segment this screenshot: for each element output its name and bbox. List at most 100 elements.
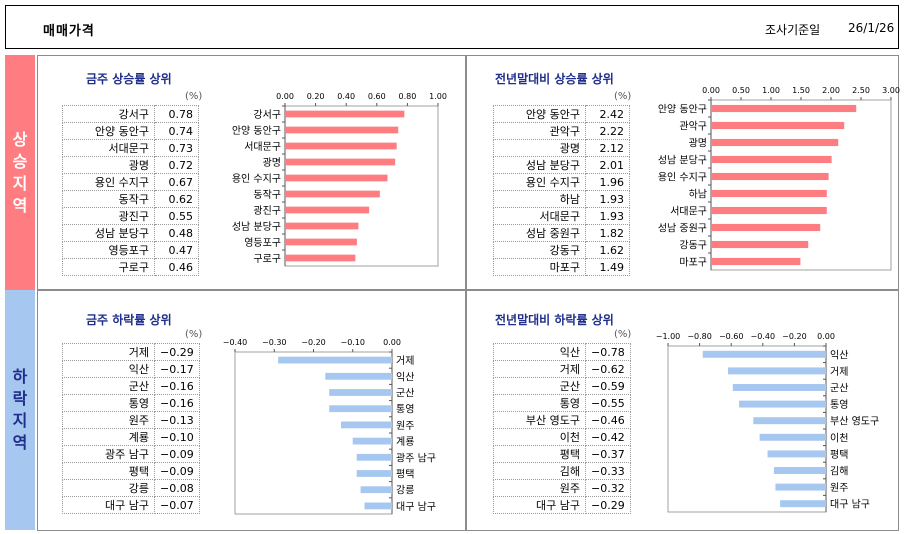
- bar: [356, 453, 392, 461]
- category-label: 광명: [263, 157, 281, 169]
- rate-value: 2.12: [585, 139, 630, 157]
- tick-label: −0.40: [751, 332, 776, 341]
- table-row: 광진구 0.55: [62, 207, 199, 225]
- rate-value: 0.72: [154, 156, 199, 174]
- region-name: 광진구: [62, 207, 155, 225]
- region-name: 용인 수지구: [493, 173, 586, 191]
- bar: [285, 222, 359, 230]
- category-label: 익산: [396, 371, 414, 383]
- region-name: 구로구: [62, 258, 155, 276]
- bar: [728, 367, 826, 375]
- category-label: 동작구: [253, 189, 281, 201]
- tick-label: −1.00: [656, 332, 681, 341]
- ytd-rise-chart: 0.00 0.50 1.00 1.50 2.00 2.50 3.00 안양 동안구관악구광명성…: [658, 86, 900, 271]
- ytd-fall-unit: (%): [614, 329, 632, 340]
- bar: [775, 483, 826, 491]
- table-row: 광주 남구 −0.09: [62, 445, 200, 463]
- region-name: 김해: [493, 462, 586, 480]
- weekly-fall-title: 금주 하락률 상위: [86, 313, 172, 327]
- ytd-rise-table: 안양 동안구 2.42 관악구 2.22 광명 2.12 성남 분당구 2.01 용인 수지구 1…: [493, 105, 630, 276]
- region-name: 군산: [62, 377, 155, 395]
- table-row: 부산 영도구 −0.46: [493, 411, 631, 429]
- side-label-char: 락: [12, 389, 28, 408]
- tick-label: −0.20: [782, 332, 807, 341]
- rate-value: 1.62: [585, 241, 630, 259]
- table-row: 용인 수지구 0.67: [62, 173, 199, 191]
- bar: [702, 350, 826, 358]
- weekly-rise-title: 금주 상승률 상위: [86, 72, 172, 86]
- bar: [285, 174, 388, 182]
- rate-value: −0.29: [154, 343, 200, 361]
- bar: [364, 502, 392, 510]
- category-label: 서대문구: [670, 206, 707, 218]
- table-row: 대구 남구 −0.29: [493, 496, 631, 514]
- table-row: 군산 −0.16: [62, 377, 200, 395]
- category-label: 서대문구: [244, 141, 281, 153]
- table-row: 구로구 0.46: [62, 258, 199, 276]
- category-label: 군산: [396, 388, 414, 400]
- category-label: 강동구: [679, 240, 707, 252]
- side-label-char: 역: [12, 433, 28, 452]
- report-header: 매매가격 조사기준일 26/1/26: [5, 5, 899, 49]
- region-name: 성남 중원구: [493, 224, 586, 242]
- region-name: 마포구: [493, 258, 586, 276]
- region-name: 강서구: [62, 105, 155, 123]
- tick-label: 0.40: [337, 92, 355, 101]
- table-row: 거제 −0.29: [62, 343, 200, 361]
- category-label: 용인 수지구: [658, 172, 707, 184]
- rate-value: −0.59: [585, 377, 631, 395]
- rate-value: −0.09: [154, 445, 200, 463]
- table-row: 군산 −0.59: [493, 377, 631, 395]
- region-name: 이천: [493, 428, 586, 446]
- table-row: 하남 1.93: [493, 190, 630, 208]
- table-row: 강동구 1.62: [493, 241, 630, 259]
- tick-label: 2.50: [852, 86, 870, 95]
- rate-value: −0.07: [154, 496, 200, 514]
- tick-label: 0.20: [307, 92, 325, 101]
- rate-value: −0.16: [154, 377, 200, 395]
- region-name: 계룡: [62, 428, 155, 446]
- rate-value: −0.10: [154, 428, 200, 446]
- category-label: 대구 남구: [396, 501, 436, 513]
- category-label: 안양 동안구: [658, 104, 707, 116]
- table-row: 익산 −0.17: [62, 360, 200, 378]
- region-name: 군산: [493, 377, 586, 395]
- region-name: 관악구: [493, 122, 586, 140]
- rate-value: −0.16: [154, 394, 200, 412]
- table-row: 평택 −0.09: [62, 462, 200, 480]
- side-label-char: 역: [12, 195, 28, 215]
- bar: [753, 417, 826, 425]
- category-label: 원주: [396, 420, 414, 432]
- table-row: 광명 0.72: [62, 156, 199, 174]
- table-row: 통영 −0.16: [62, 394, 200, 412]
- tick-label: −0.20: [301, 338, 326, 347]
- table-row: 계룡 −0.10: [62, 428, 200, 446]
- region-name: 광명: [62, 156, 155, 174]
- weekly-fall-unit: (%): [185, 329, 203, 340]
- table-row: 서대문구 1.93: [493, 207, 630, 225]
- rate-value: −0.46: [585, 411, 631, 429]
- tick-label: 0.00: [817, 332, 835, 341]
- category-label: 계룡: [396, 436, 414, 448]
- bar: [285, 190, 380, 198]
- ytd-fall-table: 익산 −0.78 거제 −0.62 군산 −0.59 통영 −0.55 부산 영도구 −0.46 이…: [493, 343, 631, 514]
- rate-value: 2.22: [585, 122, 630, 140]
- rate-value: −0.17: [154, 360, 200, 378]
- rate-value: −0.42: [585, 428, 631, 446]
- region-name: 광명: [493, 139, 586, 157]
- bar: [285, 158, 396, 166]
- tick-label: 0.00: [383, 338, 401, 347]
- table-row: 성남 중원구 1.82: [493, 224, 630, 242]
- bar: [329, 389, 392, 396]
- region-name: 강릉: [62, 479, 155, 497]
- bar: [767, 450, 826, 458]
- rate-value: −0.33: [585, 462, 631, 480]
- category-label: 성남 중원구: [658, 223, 707, 235]
- bar: [329, 405, 392, 413]
- bar: [285, 126, 399, 134]
- category-label: 광명: [689, 138, 707, 150]
- table-row: 강릉 −0.08: [62, 479, 200, 497]
- rate-value: 0.48: [154, 224, 199, 242]
- region-name: 익산: [62, 360, 155, 378]
